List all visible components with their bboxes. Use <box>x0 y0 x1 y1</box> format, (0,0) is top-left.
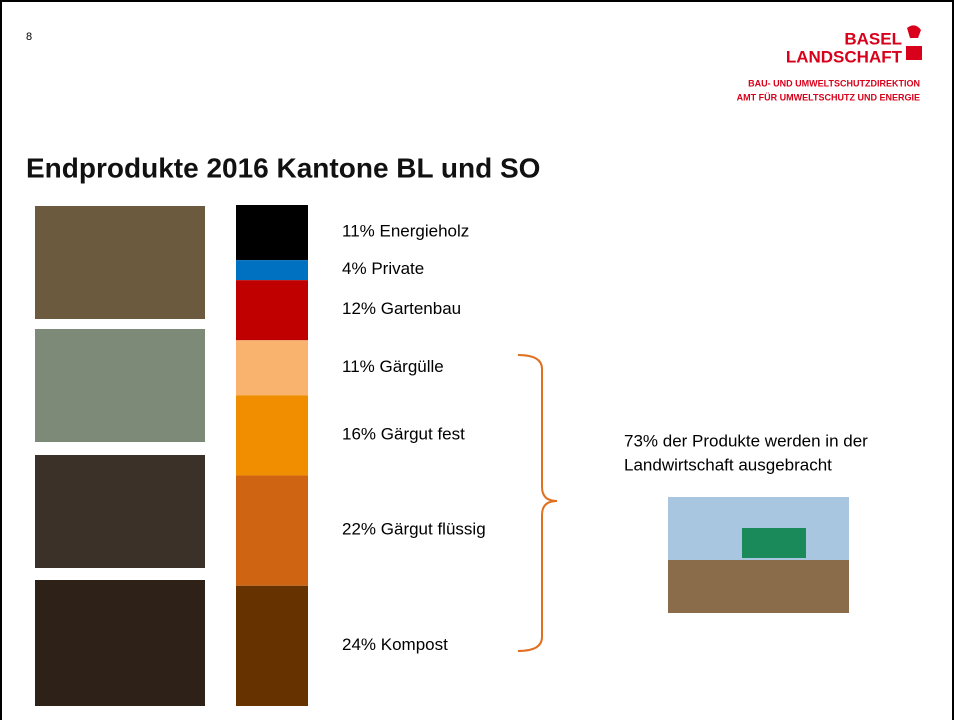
segment-label: 22% Gärgut flüssig <box>342 520 486 539</box>
photo <box>35 206 205 319</box>
annotation: 73% der Produkte werden in der <box>624 431 868 450</box>
value-label: 12% <box>342 300 376 319</box>
bar-segment <box>236 260 308 281</box>
annotation: Landwirtschaft ausgebracht <box>624 455 832 474</box>
photo <box>742 528 806 558</box>
segment-label: 11% Gärgülle <box>342 357 444 376</box>
bar-segment <box>236 475 308 586</box>
dept-text: AMT FÜR UMWELTSCHUTZ UND ENERGIE <box>737 92 920 102</box>
value-label: 16% <box>342 425 376 444</box>
segment-label: 24% Kompost <box>342 635 448 654</box>
logo-text: LANDSCHAFT <box>786 47 903 66</box>
chart-title: Endprodukte 2016 Kantone BL und SO <box>26 152 540 183</box>
photo <box>35 455 205 568</box>
photo <box>35 329 205 442</box>
value-label: 11% <box>342 222 375 241</box>
page-number: 8 <box>26 31 32 43</box>
segment-label: 4% Private <box>342 260 424 279</box>
series-name: Private <box>371 260 424 279</box>
bar-segment <box>236 205 308 261</box>
segment-label: 11% Energieholz <box>342 222 469 241</box>
photo <box>35 580 205 706</box>
value-label: 11% <box>342 357 375 376</box>
bar-segment <box>236 280 308 341</box>
series-name: Energieholz <box>380 222 470 241</box>
value-label: 22% <box>342 520 376 539</box>
logo-icon <box>906 25 922 60</box>
series-name: Gärgut fest <box>381 425 465 444</box>
segment-label: 16% Gärgut fest <box>342 425 465 444</box>
bracket <box>517 354 558 652</box>
series-name: Gartenbau <box>381 300 461 319</box>
segment-label: 12% Gartenbau <box>342 300 461 319</box>
value-label: 4% <box>342 260 367 279</box>
series-name: Gärgülle <box>380 357 444 376</box>
series-name: Gärgut flüssig <box>381 520 486 539</box>
bar-segment <box>236 585 308 706</box>
logo-text: BASEL <box>844 29 902 48</box>
bar-segment <box>236 340 308 396</box>
dept-text: BAU- UND UMWELTSCHUTZDIREKTION <box>748 78 920 88</box>
bar-segment <box>236 395 308 476</box>
value-label: 24% <box>342 635 376 654</box>
photo <box>668 560 849 613</box>
series-name: Kompost <box>381 635 448 654</box>
